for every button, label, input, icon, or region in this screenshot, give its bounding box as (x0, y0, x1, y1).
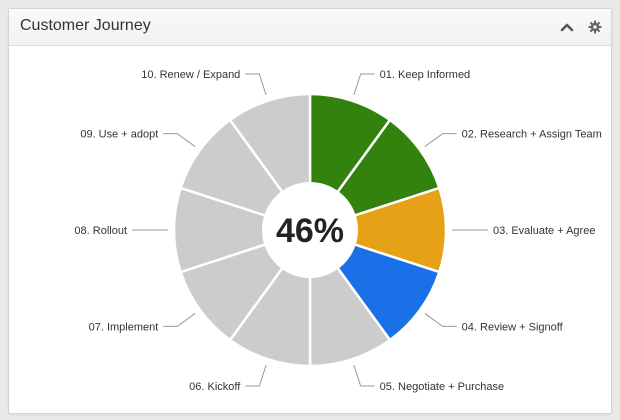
segment-label-8: 08. Rollout (74, 225, 127, 237)
leader-line-6 (245, 364, 267, 387)
segment-label-6: 06. Kickoff (189, 381, 241, 393)
chart-segments (172, 92, 448, 368)
leader-line-7 (163, 313, 196, 327)
segment-label-10: 10. Renew / Expand (141, 69, 240, 81)
leader-line-5 (353, 364, 375, 387)
leader-line-2 (424, 133, 457, 147)
chart-labels: 01. Keep Informed 02. Research + Assign T… (74, 69, 601, 393)
segment-label-7: 07. Implement (89, 321, 159, 333)
gear-icon[interactable] (586, 18, 604, 36)
segment-label-3: 03. Evaluate + Agree (493, 225, 595, 237)
panel-title: Customer Journey (20, 17, 151, 34)
panel-header: Customer Journey (9, 9, 611, 46)
segment-label-4: 04. Review + Signoff (462, 321, 564, 333)
center-hole (262, 182, 358, 278)
leader-line-10 (245, 73, 267, 96)
segment-label-5: 05. Negotiate + Purchase (380, 381, 504, 393)
leader-line-9 (163, 133, 196, 147)
leader-line-4 (424, 313, 457, 327)
segment-label-9: 09. Use + adopt (80, 129, 158, 141)
leader-line-1 (353, 73, 375, 96)
segment-label-1: 01. Keep Informed (380, 69, 471, 81)
segment-label-2: 02. Research + Assign Team (462, 129, 602, 141)
center-percentage: 46% (276, 212, 344, 250)
chart-leader-lines (132, 73, 488, 387)
chevron-up-icon[interactable] (558, 18, 576, 36)
